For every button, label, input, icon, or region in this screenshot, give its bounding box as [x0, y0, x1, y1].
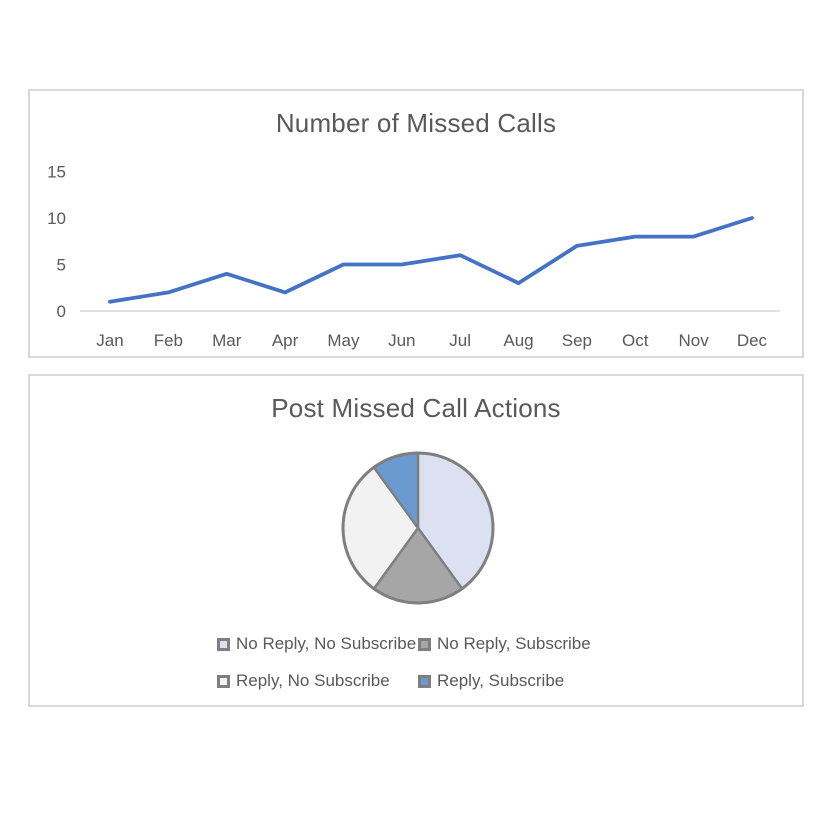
pie-outline — [341, 451, 495, 605]
y-axis-label: 10 — [47, 209, 66, 228]
legend-swatch-icon — [217, 637, 230, 651]
legend-label: No Reply, No Subscribe — [236, 634, 417, 653]
x-axis-label: Jul — [449, 331, 471, 350]
legend-swatch-icon — [418, 674, 431, 688]
line-chart-canvas: 0 5 10 15 Jan Feb Mar Apr May Jun Jul Aug Sep Oct Nov D… — [47, 163, 780, 350]
legend-item: Reply, No Subscribe — [217, 672, 390, 690]
pie-chart-canvas — [341, 451, 495, 605]
legend-label: Reply, No Subscribe — [236, 671, 390, 690]
x-axis-label: Nov — [678, 331, 709, 350]
legend-item: No Reply, No Subscribe — [217, 635, 416, 653]
x-axis-label: Aug — [503, 331, 533, 350]
legend-label: No Reply, Subscribe — [437, 634, 591, 653]
y-axis-label: 0 — [57, 302, 66, 321]
line-chart-panel: 0 5 10 15 Jan Feb Mar Apr May Jun Jul Aug Sep Oct Nov D… — [28, 89, 804, 358]
legend-swatch-icon — [217, 674, 230, 688]
line-series-missed-calls — [108, 216, 754, 304]
legend-item: Reply, Subscribe — [418, 672, 564, 690]
line-chart-title: Number of Missed Calls — [275, 108, 557, 138]
x-axis-label: Dec — [737, 331, 768, 350]
pie-chart-title: Post Missed Call Actions — [271, 393, 561, 423]
y-axis-label: 5 — [57, 256, 66, 275]
x-axis-label: Apr — [272, 331, 299, 350]
x-axis-label: May — [327, 331, 360, 350]
legend-item: No Reply, Subscribe — [418, 635, 591, 653]
x-axis-label: Mar — [212, 331, 242, 350]
x-axis-label: Jun — [388, 331, 415, 350]
y-axis-label: 15 — [47, 163, 66, 182]
x-axis-label: Oct — [622, 331, 649, 350]
x-axis-label: Sep — [562, 331, 592, 350]
legend-swatch-icon — [418, 637, 431, 651]
legend-label: Reply, Subscribe — [437, 671, 565, 690]
x-axis-label: Jan — [96, 331, 123, 350]
pie-chart-panel: Post Missed Call Actions No Reply, No Su… — [28, 374, 804, 707]
x-axis-label: Feb — [154, 331, 183, 350]
